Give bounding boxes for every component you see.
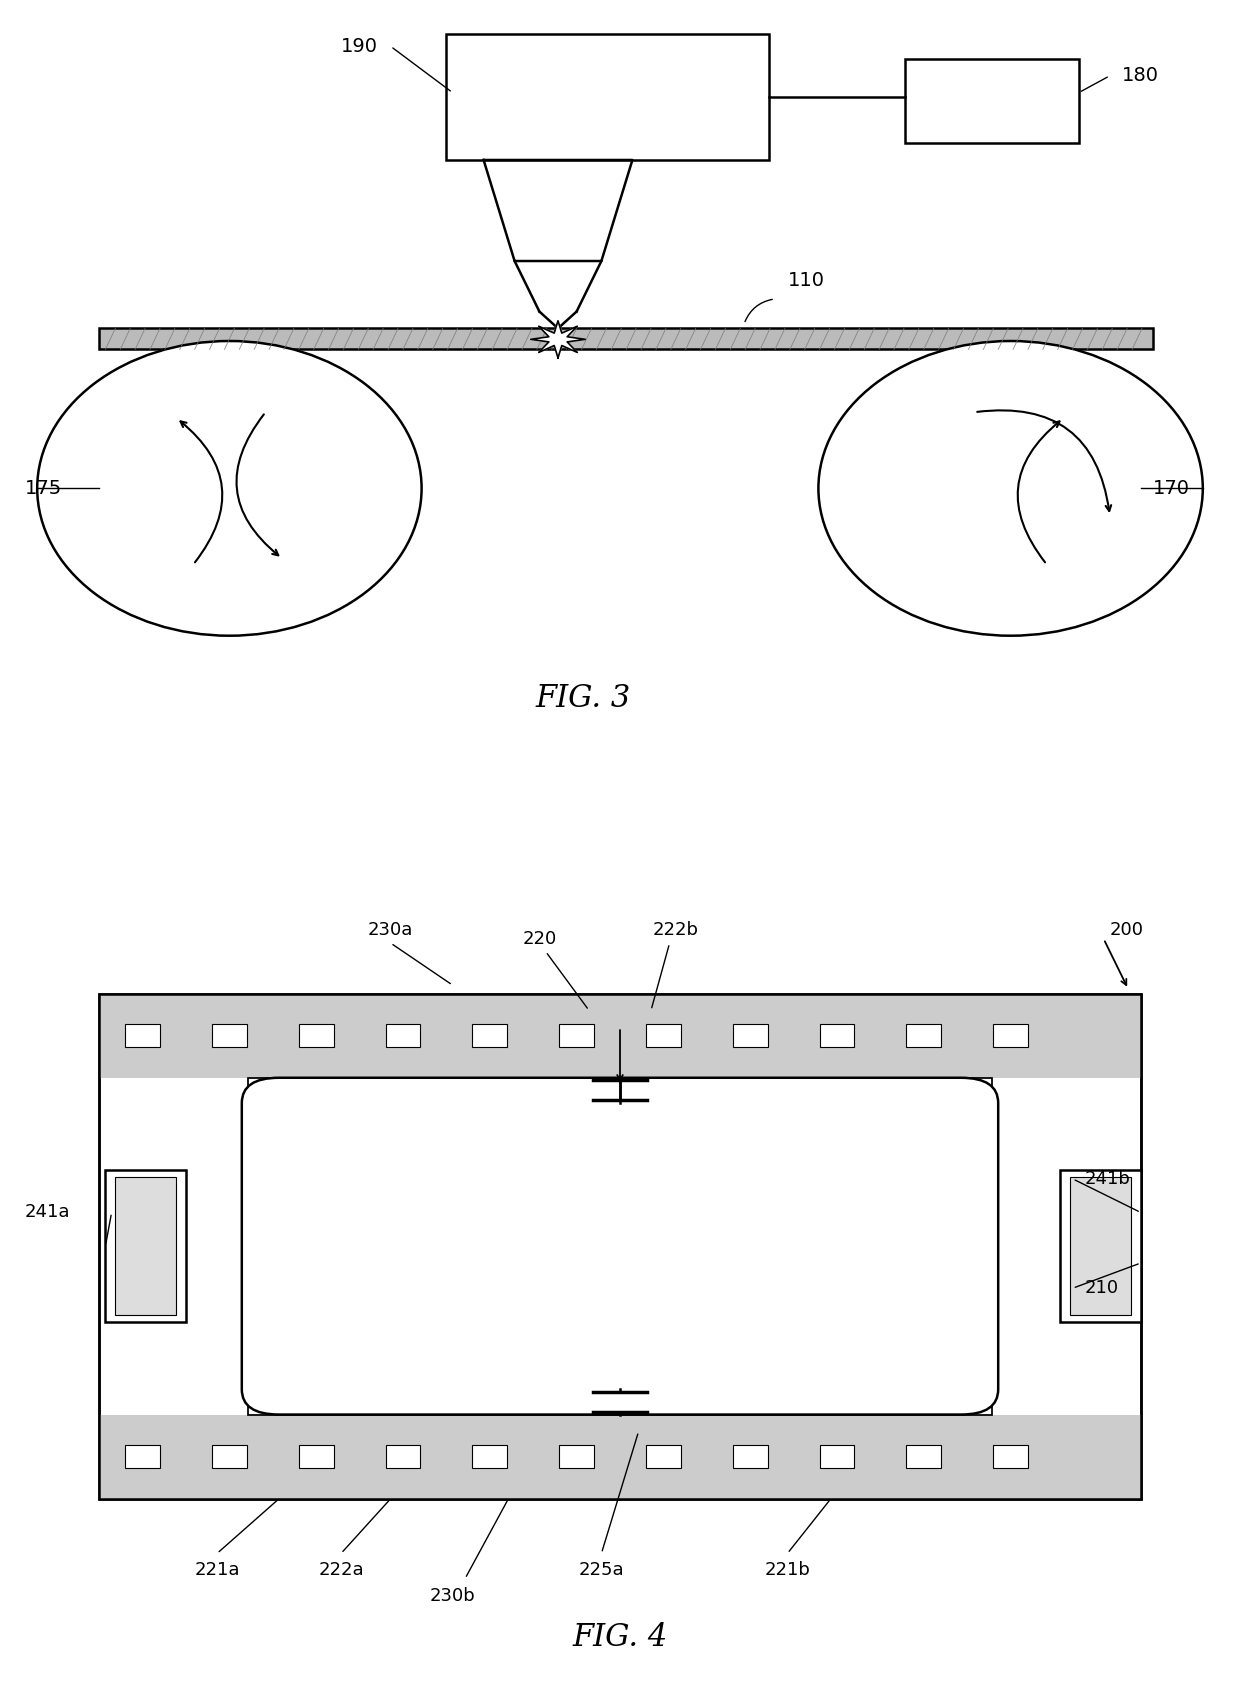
Bar bbox=[125, 1445, 160, 1468]
FancyBboxPatch shape bbox=[242, 1078, 998, 1415]
Bar bbox=[733, 1445, 768, 1468]
Bar bbox=[905, 59, 1079, 143]
Bar bbox=[472, 1445, 507, 1468]
Bar bbox=[99, 994, 1141, 1499]
Text: 175: 175 bbox=[25, 478, 62, 498]
Bar bbox=[993, 1445, 1028, 1468]
Text: 230a: 230a bbox=[368, 921, 413, 940]
Text: 221a: 221a bbox=[195, 1561, 239, 1580]
Bar bbox=[1070, 1177, 1131, 1315]
Text: 110: 110 bbox=[787, 271, 825, 290]
Text: 200: 200 bbox=[1110, 921, 1143, 940]
Bar bbox=[248, 1078, 992, 1415]
Bar bbox=[559, 1024, 594, 1047]
Text: 190: 190 bbox=[341, 37, 378, 56]
Bar bbox=[472, 1024, 507, 1047]
Text: FIG. 3: FIG. 3 bbox=[536, 684, 630, 714]
Text: 180: 180 bbox=[1122, 66, 1159, 86]
Bar bbox=[646, 1024, 681, 1047]
Text: 221b: 221b bbox=[765, 1561, 810, 1580]
Ellipse shape bbox=[818, 342, 1203, 635]
Bar bbox=[386, 1024, 420, 1047]
Bar bbox=[386, 1445, 420, 1468]
Bar bbox=[906, 1024, 941, 1047]
Ellipse shape bbox=[37, 342, 422, 635]
Bar bbox=[646, 1445, 681, 1468]
Text: 222a: 222a bbox=[319, 1561, 363, 1580]
Bar bbox=[733, 1024, 768, 1047]
Bar bbox=[993, 1024, 1028, 1047]
Bar bbox=[299, 1024, 334, 1047]
Text: 220: 220 bbox=[522, 930, 557, 948]
Bar bbox=[212, 1024, 247, 1047]
Bar bbox=[99, 328, 1153, 350]
Text: 230b: 230b bbox=[430, 1586, 475, 1605]
Text: 241a: 241a bbox=[25, 1204, 71, 1221]
Polygon shape bbox=[531, 320, 585, 357]
Bar bbox=[299, 1445, 334, 1468]
Text: 225a: 225a bbox=[579, 1561, 624, 1580]
Text: FIG. 4: FIG. 4 bbox=[573, 1622, 667, 1654]
Text: 241b: 241b bbox=[1085, 1170, 1131, 1187]
Bar bbox=[99, 994, 1141, 1499]
Bar bbox=[212, 1445, 247, 1468]
Bar bbox=[559, 1445, 594, 1468]
Bar bbox=[1060, 1170, 1141, 1322]
Bar bbox=[99, 1415, 1141, 1499]
Text: 222b: 222b bbox=[652, 921, 699, 940]
Bar bbox=[125, 1024, 160, 1047]
Text: 210: 210 bbox=[1085, 1280, 1120, 1297]
Text: 170: 170 bbox=[1153, 478, 1190, 498]
Bar bbox=[105, 1170, 186, 1322]
Bar bbox=[99, 994, 1141, 1078]
Bar bbox=[446, 34, 769, 160]
Bar bbox=[115, 1177, 176, 1315]
Bar bbox=[820, 1024, 854, 1047]
Bar bbox=[820, 1445, 854, 1468]
Bar bbox=[906, 1445, 941, 1468]
